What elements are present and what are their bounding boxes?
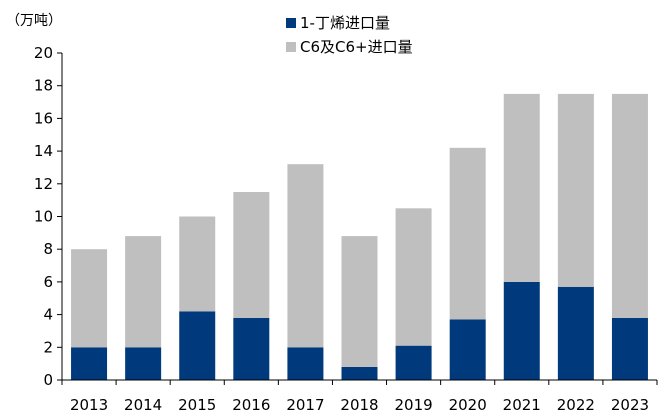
x-tick-label-2013: 2013 bbox=[70, 396, 108, 414]
bar-butene-2013 bbox=[71, 347, 108, 380]
bar-c6-2020 bbox=[449, 147, 486, 320]
bar-c6-2013 bbox=[71, 249, 108, 348]
y-tick-label: 0 bbox=[43, 371, 53, 389]
y-tick-label: 12 bbox=[34, 175, 53, 193]
bar-c6-2016 bbox=[233, 191, 270, 318]
x-tick-label-2022: 2022 bbox=[557, 396, 595, 414]
y-tick-label: 2 bbox=[43, 338, 53, 356]
x-tick-label-2023: 2023 bbox=[611, 396, 649, 414]
x-tick-label-2018: 2018 bbox=[340, 396, 378, 414]
bar-butene-2022 bbox=[557, 286, 594, 380]
y-tick-label: 18 bbox=[34, 77, 53, 95]
y-tick-label: 16 bbox=[34, 109, 53, 127]
bar-butene-2015 bbox=[179, 311, 216, 380]
bar-c6-2019 bbox=[395, 208, 432, 346]
bar-butene-2019 bbox=[395, 345, 432, 380]
legend-label-c6: C6及C6+进口量 bbox=[300, 38, 413, 56]
bar-c6-2014 bbox=[125, 236, 162, 348]
bar-c6-2017 bbox=[287, 164, 324, 348]
y-tick-label: 6 bbox=[43, 273, 53, 291]
bar-c6-2021 bbox=[503, 93, 540, 282]
x-tick-label-2019: 2019 bbox=[394, 396, 432, 414]
y-tick-label: 10 bbox=[34, 208, 53, 226]
bar-c6-2015 bbox=[179, 216, 216, 312]
x-tick-label-2017: 2017 bbox=[286, 396, 324, 414]
bar-butene-2014 bbox=[125, 347, 162, 380]
legend: 1-丁烯进口量 C6及C6+进口量 bbox=[286, 14, 413, 56]
x-tick-label-2021: 2021 bbox=[503, 396, 541, 414]
axes bbox=[57, 52, 658, 385]
x-axis-tick-labels: 2013 2014 2015 2016 2017 2018 2019 2020 2021 2022… bbox=[70, 396, 649, 414]
legend-swatch-butene bbox=[286, 18, 296, 28]
y-tick-label: 8 bbox=[43, 240, 53, 258]
bar-butene-2017 bbox=[287, 347, 324, 380]
y-tick-label: 4 bbox=[43, 306, 53, 324]
bar-c6-2018 bbox=[341, 236, 378, 367]
y-axis-tick-labels: 0 2 4 6 8 10 12 14 16 18 20 bbox=[34, 44, 53, 389]
x-tick-label-2015: 2015 bbox=[178, 396, 216, 414]
y-tick-label: 14 bbox=[34, 142, 53, 160]
bar-butene-2020 bbox=[449, 319, 486, 380]
bar-c6-2022 bbox=[557, 93, 594, 287]
bar-butene-2016 bbox=[233, 317, 270, 380]
x-tick-label-2016: 2016 bbox=[232, 396, 270, 414]
legend-swatch-c6 bbox=[286, 42, 296, 52]
y-unit-label: （万吨） bbox=[6, 13, 62, 29]
bars bbox=[71, 93, 648, 380]
x-tick-label-2014: 2014 bbox=[124, 396, 162, 414]
bar-butene-2021 bbox=[503, 281, 540, 380]
bar-butene-2018 bbox=[341, 366, 378, 380]
bar-c6-2023 bbox=[611, 93, 648, 318]
x-tick-label-2020: 2020 bbox=[449, 396, 487, 414]
legend-label-butene: 1-丁烯进口量 bbox=[300, 14, 390, 32]
bar-butene-2023 bbox=[611, 317, 648, 380]
y-tick-label: 20 bbox=[34, 44, 53, 62]
